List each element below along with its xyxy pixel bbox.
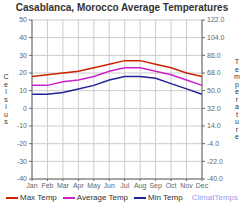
svg-text:86.0: 86.0: [207, 52, 221, 59]
svg-text:Jan: Jan: [26, 182, 37, 189]
svg-text:0: 0: [23, 105, 27, 112]
svg-text:-30: -30: [17, 158, 27, 165]
svg-text:10: 10: [19, 87, 27, 94]
svg-text:Nov: Nov: [180, 182, 193, 189]
svg-text:50.0: 50.0: [207, 87, 221, 94]
svg-text:Oct: Oct: [166, 182, 177, 189]
svg-text:Temperature: Temperature: [234, 58, 236, 140]
svg-text:-4.0: -4.0: [207, 140, 219, 147]
svg-text:Jun: Jun: [104, 182, 115, 189]
svg-text:-22.0: -22.0: [207, 158, 223, 165]
svg-text:-10: -10: [17, 122, 27, 129]
svg-text:122.0: 122.0: [207, 16, 225, 23]
svg-text:Apr: Apr: [73, 182, 85, 190]
svg-text:-20: -20: [17, 140, 27, 147]
svg-text:14.0: 14.0: [207, 122, 221, 129]
svg-text:68.0: 68.0: [207, 69, 221, 76]
svg-text:Jul: Jul: [120, 182, 129, 189]
svg-text:-40: -40: [17, 175, 27, 182]
svg-text:Mar: Mar: [57, 182, 70, 189]
svg-text:30: 30: [19, 52, 27, 59]
svg-text:Feb: Feb: [41, 182, 53, 189]
svg-text:104.0: 104.0: [207, 34, 225, 41]
svg-text:Aug: Aug: [134, 182, 147, 190]
svg-text:May: May: [87, 182, 101, 190]
svg-text:20: 20: [19, 69, 27, 76]
svg-text:Celsius: Celsius: [8, 73, 9, 125]
svg-text:50: 50: [19, 16, 27, 23]
svg-text:-40.0: -40.0: [207, 175, 223, 182]
svg-text:Dec: Dec: [196, 182, 209, 189]
svg-text:Sep: Sep: [149, 182, 162, 190]
svg-text:32.0: 32.0: [207, 105, 221, 112]
svg-text:40: 40: [19, 34, 27, 41]
